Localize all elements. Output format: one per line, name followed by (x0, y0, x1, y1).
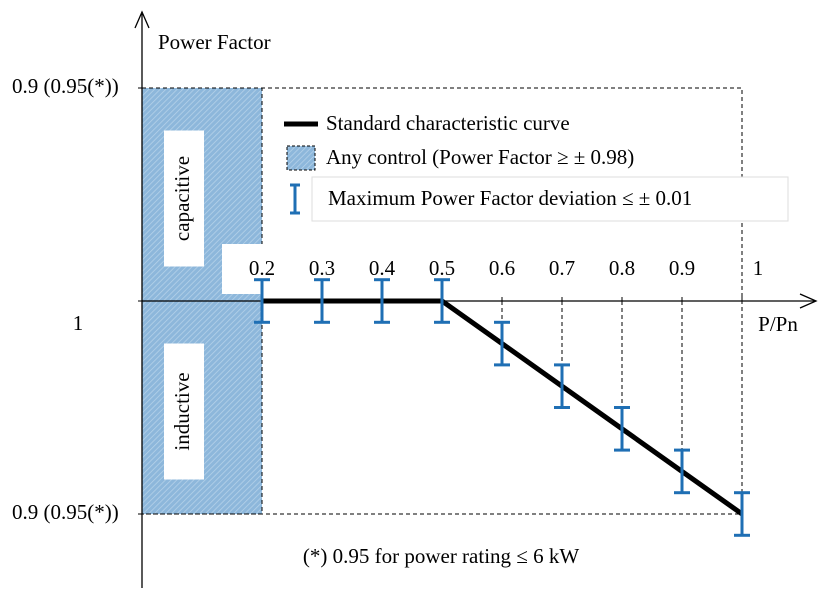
legend-label: Any control (Power Factor ≥ ± 0.98) (326, 145, 634, 169)
y-tick-label: 0.9 (0.95(*)) (12, 500, 119, 524)
y-axis-title: Power Factor (158, 30, 271, 54)
x-tick-label: 0.9 (669, 256, 695, 280)
y-tick-label: 1 (73, 311, 84, 335)
region-label: inductive (170, 372, 194, 450)
legend-swatch (286, 145, 316, 171)
x-axis-arrow (799, 293, 818, 309)
x-tick-label: 0.6 (489, 256, 515, 280)
error-bar (374, 278, 390, 324)
region-label-box (164, 130, 204, 267)
error-bar (674, 448, 690, 495)
error-bar (614, 406, 630, 452)
error-bar (734, 491, 750, 537)
x-tick-label: 0.4 (369, 256, 396, 280)
legend-box (311, 176, 789, 222)
error-bar (254, 278, 270, 324)
x-tick-label: 0.7 (549, 256, 575, 280)
error-bar (434, 278, 450, 324)
error-bar (494, 320, 510, 367)
legend-errorbar (290, 183, 300, 215)
x-tick-label: 0.2 (249, 256, 275, 280)
x-tick-label: 0.5 (429, 256, 455, 280)
label-box (222, 244, 292, 294)
x-tick-label: 0.8 (609, 256, 635, 280)
footnote: (*) 0.95 for power rating ≤ 6 kW (303, 544, 579, 568)
error-bar (554, 363, 570, 409)
x-tick-label: 1 (753, 256, 764, 280)
y-axis-arrow (134, 10, 150, 29)
y-tick-label: 0.9 (0.95(*)) (12, 74, 119, 98)
legend-label: Standard characteristic curve (326, 111, 570, 135)
legend-label: Maximum Power Factor deviation ≤ ± 0.01 (328, 186, 692, 210)
error-bar (314, 278, 330, 324)
region-label-box (164, 343, 204, 480)
x-tick-label: 0.3 (309, 256, 335, 280)
region-label: capacitive (170, 156, 194, 241)
x-axis-title: P/Pn (758, 312, 798, 336)
